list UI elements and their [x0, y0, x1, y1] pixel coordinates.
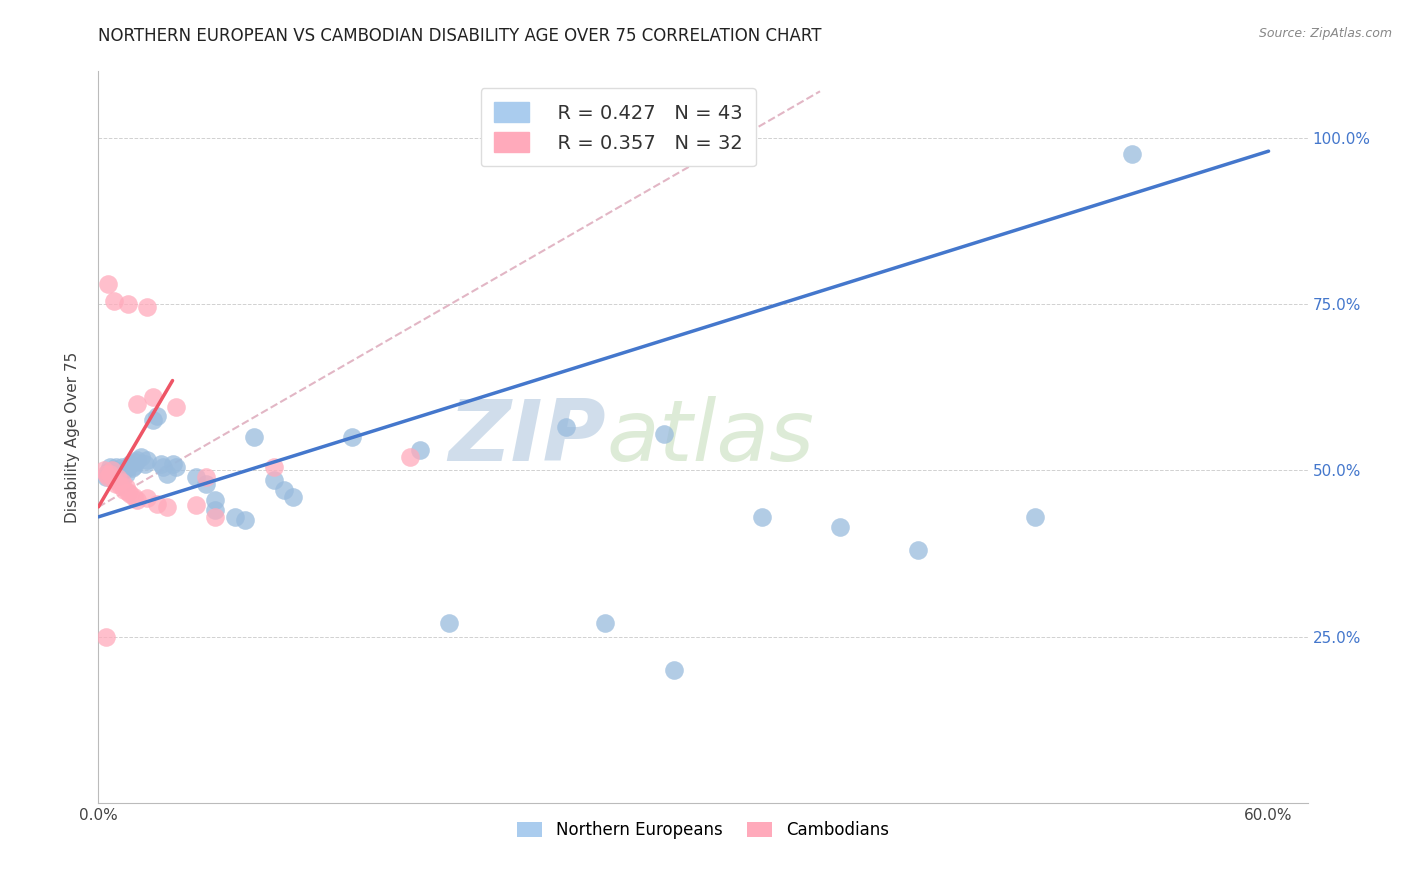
Point: [146, 497, 169, 511]
Point: [112, 483, 135, 498]
Point: [194, 470, 217, 484]
Text: ZIP: ZIP: [449, 395, 606, 479]
Point: [127, 453, 149, 467]
Point: [98, 460, 121, 475]
Point: [1024, 509, 1046, 524]
Point: [97, 277, 120, 292]
Point: [652, 426, 675, 441]
Point: [127, 493, 149, 508]
Point: [114, 480, 136, 494]
Point: [97, 466, 120, 480]
Point: [828, 520, 851, 534]
Point: [662, 663, 685, 677]
Point: [93, 463, 115, 477]
Point: [131, 450, 153, 464]
Point: [409, 443, 432, 458]
Point: [134, 457, 156, 471]
Point: [146, 409, 169, 423]
Point: [117, 460, 139, 475]
Point: [142, 390, 165, 404]
Point: [340, 430, 363, 444]
Point: [273, 483, 295, 498]
Point: [399, 450, 422, 464]
Point: [204, 509, 226, 524]
Point: [136, 301, 159, 315]
Point: [118, 457, 141, 471]
Point: [136, 453, 159, 467]
Point: [121, 461, 143, 475]
Point: [184, 498, 207, 512]
Point: [156, 500, 179, 514]
Point: [117, 297, 139, 311]
Point: [124, 455, 146, 469]
Point: [555, 420, 578, 434]
Point: [283, 490, 305, 504]
Point: [204, 503, 226, 517]
Point: [224, 509, 246, 524]
Text: NORTHERN EUROPEAN VS CAMBODIAN DISABILITY AGE OVER 75 CORRELATION CHART: NORTHERN EUROPEAN VS CAMBODIAN DISABILIT…: [98, 27, 823, 45]
Point: [204, 493, 226, 508]
Point: [108, 478, 131, 492]
Point: [107, 468, 129, 483]
Point: [97, 470, 120, 484]
Point: [751, 509, 773, 524]
Point: [184, 470, 207, 484]
Point: [107, 471, 129, 485]
Point: [103, 473, 125, 487]
Point: [122, 458, 145, 473]
Point: [439, 616, 461, 631]
Point: [96, 470, 118, 484]
Point: [114, 467, 136, 481]
Point: [104, 476, 127, 491]
Point: [595, 616, 617, 631]
Point: [165, 400, 187, 414]
Point: [162, 457, 184, 471]
Point: [263, 473, 285, 487]
Point: [233, 513, 256, 527]
Point: [127, 397, 149, 411]
Point: [194, 476, 217, 491]
Text: Source: ZipAtlas.com: Source: ZipAtlas.com: [1258, 27, 1392, 40]
Point: [117, 484, 139, 499]
Point: [111, 475, 134, 489]
Point: [96, 630, 118, 644]
Point: [156, 467, 179, 481]
Point: [907, 543, 929, 558]
Point: [142, 413, 165, 427]
Point: [118, 486, 141, 500]
Point: [96, 467, 118, 481]
Text: atlas: atlas: [606, 395, 814, 479]
Point: [1121, 147, 1143, 161]
Point: [122, 490, 145, 504]
Point: [111, 460, 134, 475]
Point: [101, 467, 124, 481]
Point: [165, 460, 187, 475]
Point: [101, 463, 124, 477]
Point: [112, 463, 135, 477]
Point: [263, 460, 285, 475]
Point: [108, 465, 131, 479]
Y-axis label: Disability Age Over 75: Disability Age Over 75: [65, 351, 80, 523]
Point: [149, 457, 172, 471]
Point: [103, 293, 125, 308]
Point: [152, 460, 174, 475]
Legend: Northern Europeans, Cambodians: Northern Europeans, Cambodians: [510, 814, 896, 846]
Point: [104, 460, 127, 475]
Point: [98, 467, 121, 481]
Point: [136, 491, 159, 506]
Point: [103, 463, 125, 477]
Point: [243, 430, 266, 444]
